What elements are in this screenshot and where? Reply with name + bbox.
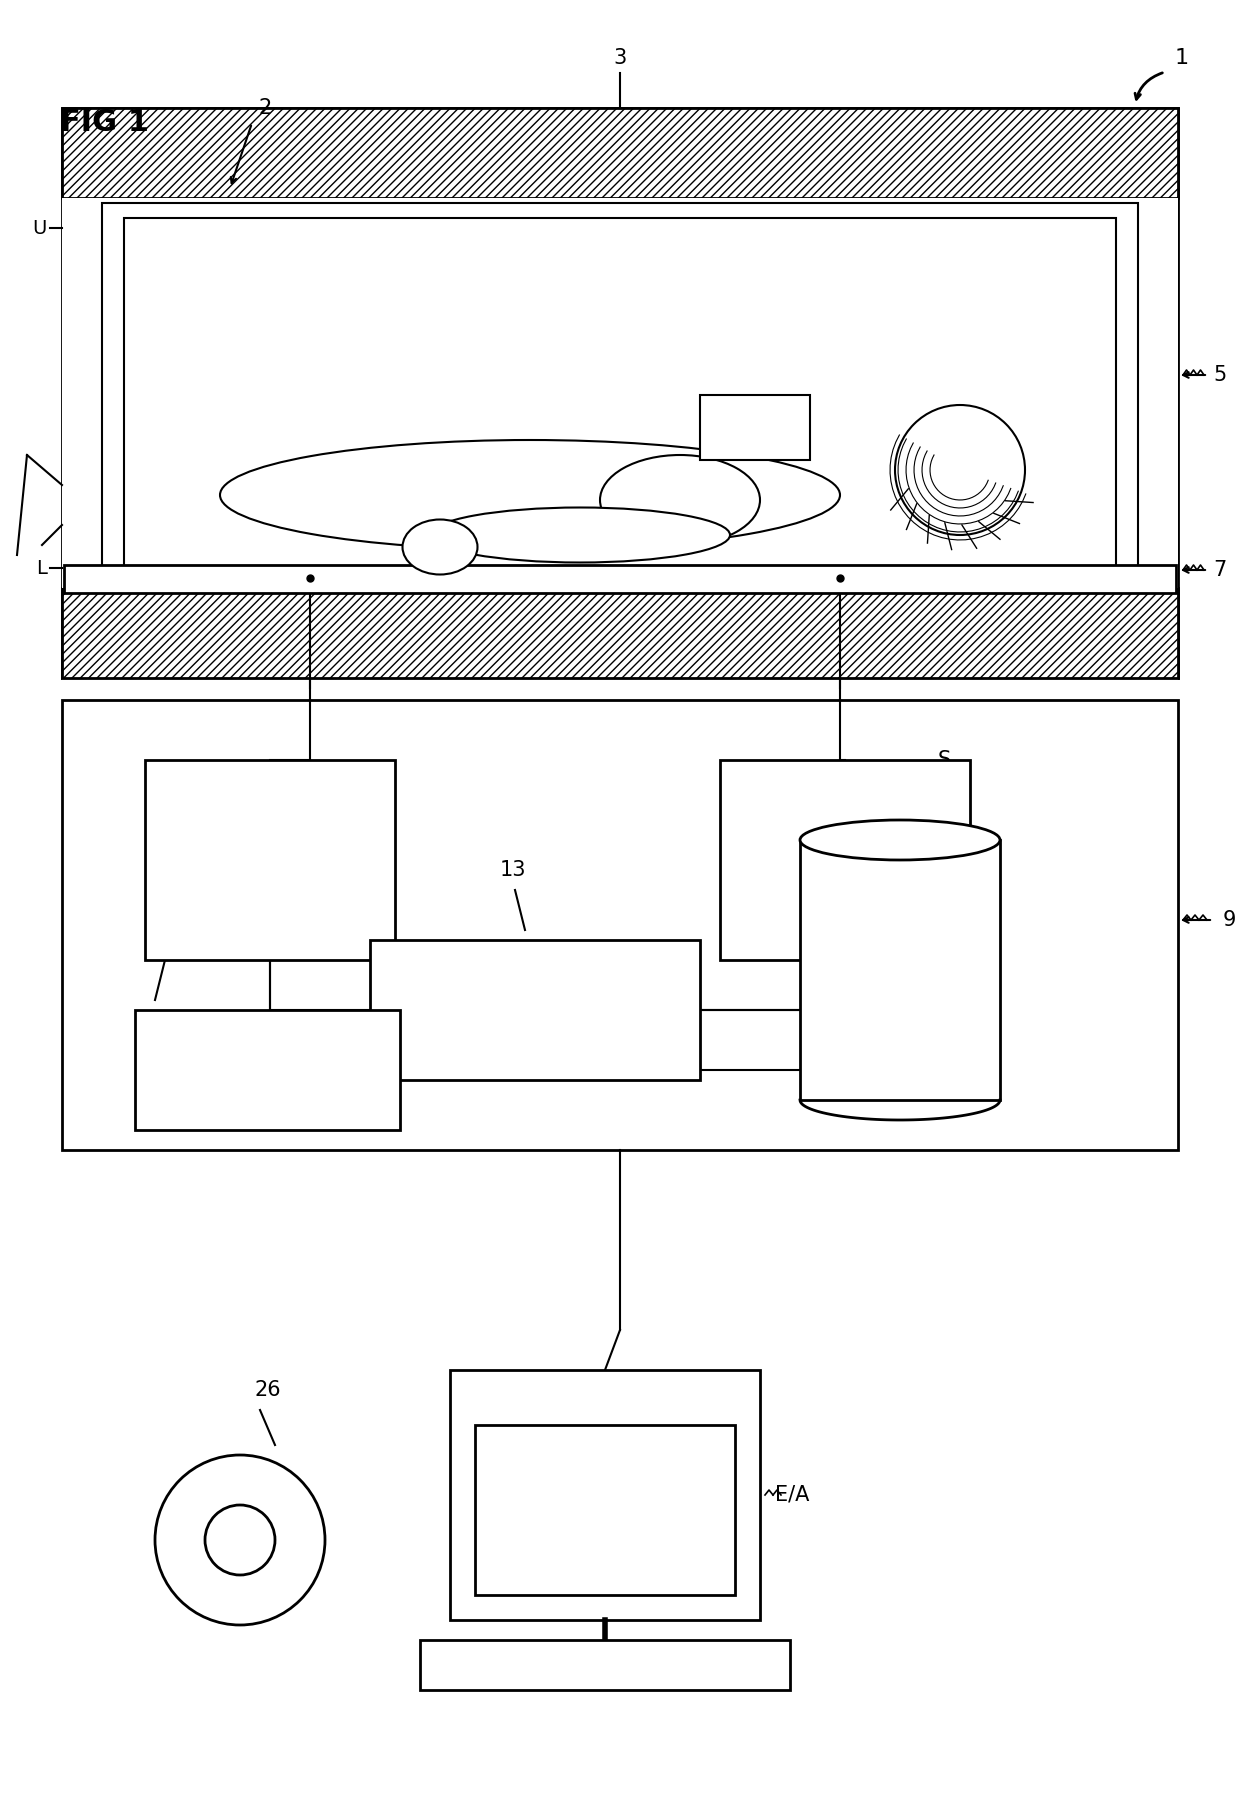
Text: 7': 7' (407, 969, 427, 989)
Bar (145, 760, 396, 960)
Bar (475, 1424, 735, 1596)
Bar (64, 565, 1176, 594)
Bar (62, 700, 1178, 1150)
Bar (450, 1370, 760, 1621)
Ellipse shape (800, 819, 999, 859)
Bar (126, 220, 1114, 569)
Text: FIG 1: FIG 1 (60, 108, 149, 137)
Bar (420, 1641, 790, 1689)
Bar (62, 588, 1178, 679)
Text: U: U (32, 218, 47, 238)
Bar (102, 202, 1138, 583)
Ellipse shape (600, 455, 760, 545)
Ellipse shape (403, 520, 477, 574)
Bar (701, 395, 810, 460)
Text: E/A: E/A (775, 1486, 810, 1505)
Text: L: L (36, 558, 47, 578)
Text: 7: 7 (1213, 560, 1226, 579)
Bar (720, 760, 970, 960)
Bar (370, 940, 701, 1079)
Circle shape (155, 1455, 325, 1624)
Text: 5': 5' (982, 969, 1001, 989)
Text: 9: 9 (1223, 910, 1236, 930)
Text: 15: 15 (150, 930, 176, 949)
Bar (800, 839, 999, 1099)
Text: 2: 2 (258, 97, 272, 117)
Bar (124, 218, 1116, 570)
Bar (870, 442, 905, 477)
Text: 1: 1 (1176, 49, 1189, 69)
Ellipse shape (430, 507, 730, 563)
Bar (62, 108, 1178, 679)
Text: 5: 5 (1213, 365, 1226, 384)
Text: 3: 3 (614, 49, 626, 69)
Circle shape (205, 1505, 275, 1576)
Text: 13: 13 (500, 859, 527, 881)
Text: 26: 26 (255, 1381, 281, 1401)
Ellipse shape (895, 404, 1025, 534)
Ellipse shape (219, 440, 839, 551)
Bar (62, 108, 1178, 199)
Bar (62, 679, 1178, 700)
Bar (62, 199, 1178, 588)
Text: S: S (937, 751, 951, 771)
Bar (135, 1011, 401, 1130)
